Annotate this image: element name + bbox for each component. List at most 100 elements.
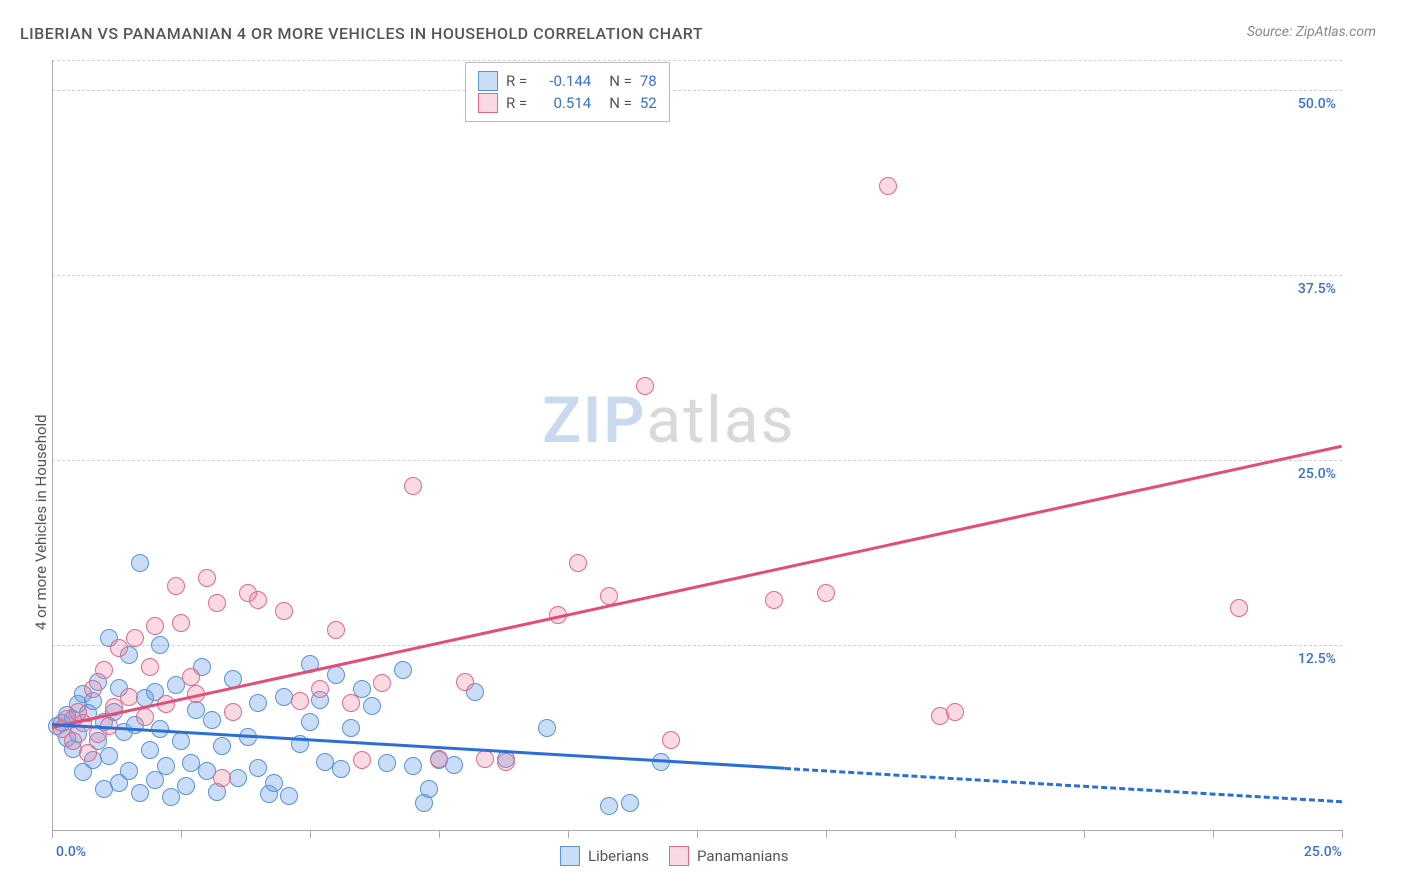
stat-r-value: 0.514 <box>535 94 591 112</box>
plot-area: 12.5%25.0%37.5%50.0%0.0%25.0% <box>52 60 1342 830</box>
legend-label: Panamanians <box>697 847 788 865</box>
stat-r-label: R = <box>506 72 527 90</box>
x-tick <box>439 830 440 838</box>
grid-line <box>52 60 1342 61</box>
scatter-point <box>203 711 221 729</box>
scatter-point <box>420 780 438 798</box>
scatter-point <box>224 703 242 721</box>
grid-line <box>52 645 1342 646</box>
scatter-point <box>172 614 190 632</box>
scatter-point <box>151 636 169 654</box>
stat-r-value: -0.144 <box>535 72 591 90</box>
stat-n-label: N = <box>609 72 632 90</box>
correlation-stats-box: R = -0.144 N = 78 R = 0.514 N = 52 <box>465 62 670 122</box>
scatter-point <box>404 477 422 495</box>
scatter-point <box>662 731 680 749</box>
y-tick-label: 12.5% <box>1298 651 1336 667</box>
x-tick <box>568 830 569 838</box>
scatter-point <box>301 713 319 731</box>
stat-r-label: R = <box>506 94 527 112</box>
scatter-point <box>157 757 175 775</box>
scatter-point <box>378 754 396 772</box>
legend-swatch <box>669 846 689 866</box>
scatter-point <box>497 753 515 771</box>
y-axis-label: 4 or more Vehicles in Household <box>32 414 50 630</box>
scatter-point <box>621 794 639 812</box>
scatter-point <box>172 732 190 750</box>
scatter-point <box>120 688 138 706</box>
scatter-point <box>120 762 138 780</box>
scatter-point <box>291 692 309 710</box>
stats-row: R = -0.144 N = 78 <box>478 71 657 91</box>
scatter-point <box>332 760 350 778</box>
legend-label: Liberians <box>588 847 649 865</box>
scatter-point <box>456 673 474 691</box>
scatter-point <box>280 787 298 805</box>
x-tick-label: 25.0% <box>1292 844 1342 860</box>
scatter-point <box>353 751 371 769</box>
scatter-point <box>373 674 391 692</box>
legend-item: Panamanians <box>669 846 788 866</box>
legend-item: Liberians <box>560 846 649 866</box>
scatter-point <box>131 784 149 802</box>
scatter-point <box>445 756 463 774</box>
scatter-point <box>342 719 360 737</box>
legend-swatch <box>560 846 580 866</box>
scatter-point <box>182 668 200 686</box>
grid-line <box>52 90 1342 91</box>
x-tick <box>181 830 182 838</box>
scatter-point <box>198 569 216 587</box>
x-tick <box>826 830 827 838</box>
scatter-point <box>100 747 118 765</box>
scatter-point <box>394 661 412 679</box>
x-tick <box>52 830 53 838</box>
scatter-point <box>311 680 329 698</box>
scatter-point <box>229 769 247 787</box>
scatter-point <box>404 757 422 775</box>
stat-n-value: 52 <box>640 94 657 112</box>
x-tick <box>955 830 956 838</box>
x-tick <box>1213 830 1214 838</box>
scatter-point <box>249 694 267 712</box>
scatter-point <box>167 577 185 595</box>
stats-row: R = 0.514 N = 52 <box>478 93 657 113</box>
scatter-point <box>141 741 159 759</box>
scatter-point <box>177 777 195 795</box>
scatter-point <box>600 797 618 815</box>
series-swatch <box>478 93 498 113</box>
x-tick <box>697 830 698 838</box>
scatter-point <box>146 617 164 635</box>
scatter-point <box>817 584 835 602</box>
trend-line <box>785 767 1342 803</box>
x-tick <box>1342 830 1343 838</box>
stat-n-label: N = <box>609 94 632 112</box>
source-attribution: Source: ZipAtlas.com <box>1247 24 1376 40</box>
scatter-point <box>363 697 381 715</box>
scatter-point <box>213 737 231 755</box>
series-swatch <box>478 71 498 91</box>
scatter-point <box>342 694 360 712</box>
x-tick <box>310 830 311 838</box>
scatter-point <box>538 719 556 737</box>
grid-line <box>52 460 1342 461</box>
y-axis <box>52 60 53 830</box>
scatter-point <box>879 177 897 195</box>
scatter-point <box>1230 599 1248 617</box>
y-tick-label: 25.0% <box>1298 466 1336 482</box>
y-tick-label: 37.5% <box>1298 281 1336 297</box>
scatter-point <box>79 744 97 762</box>
scatter-point <box>636 377 654 395</box>
series-legend: Liberians Panamanians <box>560 846 788 866</box>
scatter-point <box>249 759 267 777</box>
scatter-point <box>275 602 293 620</box>
scatter-point <box>136 708 154 726</box>
y-tick-label: 50.0% <box>1298 96 1336 112</box>
stat-n-value: 78 <box>640 72 657 90</box>
scatter-point <box>430 750 448 768</box>
scatter-point <box>208 594 226 612</box>
scatter-point <box>265 774 283 792</box>
x-tick-label: 0.0% <box>56 844 86 860</box>
scatter-point <box>110 639 128 657</box>
scatter-point <box>141 658 159 676</box>
scatter-point <box>946 703 964 721</box>
